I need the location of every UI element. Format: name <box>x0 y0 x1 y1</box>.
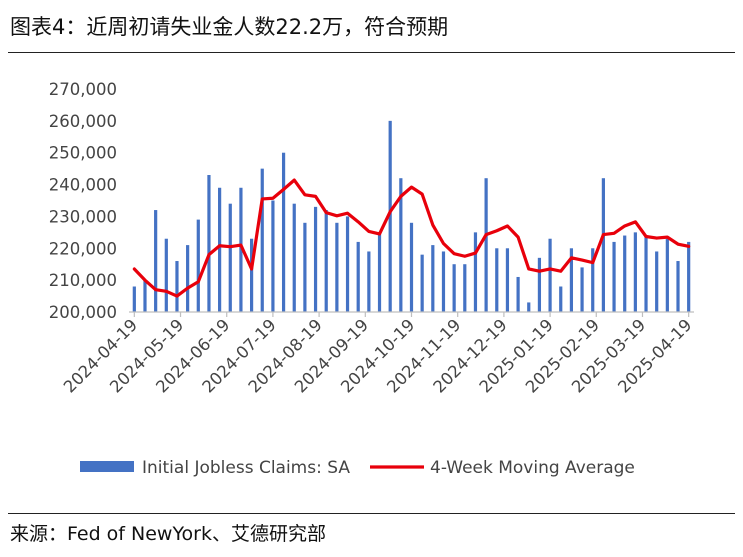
y-tick-label: 200,000 <box>49 303 117 322</box>
claims-bar <box>644 235 648 312</box>
source-note: 来源：Fed of NewYork、艾德研究部 <box>10 523 326 545</box>
claims-bar <box>569 248 574 312</box>
claims-bar <box>527 302 531 312</box>
legend-label-line: 4-Week Moving Average <box>430 458 635 478</box>
claims-bar <box>196 219 200 312</box>
claims-bar <box>463 264 467 312</box>
claims-bar <box>281 152 286 312</box>
claims-bar <box>249 238 254 312</box>
claims-bar <box>559 286 563 312</box>
claims-bar <box>154 210 158 312</box>
claims-bar <box>676 261 680 312</box>
claims-bar <box>601 178 605 312</box>
claims-bar <box>495 248 499 312</box>
title-divider <box>8 52 735 53</box>
claims-bar <box>431 245 435 312</box>
y-tick-label: 260,000 <box>49 112 117 131</box>
claims-bar <box>655 251 659 312</box>
claims-bar <box>335 222 339 312</box>
claims-bar <box>537 257 542 312</box>
claims-bar <box>207 175 211 312</box>
claims-bar <box>452 264 456 312</box>
claims-bar <box>313 206 318 312</box>
claims-bar <box>164 238 168 312</box>
moving-average-line-layer <box>132 178 691 298</box>
claims-bar <box>388 120 392 312</box>
claims-bar <box>186 245 190 312</box>
claims-bar <box>409 222 414 312</box>
page-title: 图表4：近周初请失业金人数22.2万，符合预期 <box>10 15 449 39</box>
claims-bar <box>441 251 446 312</box>
claims-bar <box>292 203 296 312</box>
claims-bar <box>356 241 360 312</box>
y-tick-label: 250,000 <box>49 144 117 163</box>
claims-bar <box>367 251 371 312</box>
moving-average-line <box>132 178 691 298</box>
claims-bar <box>345 216 350 312</box>
axes <box>129 311 694 317</box>
claims-bar <box>303 222 307 312</box>
y-tick-label: 210,000 <box>49 271 117 290</box>
claims-bar <box>633 232 637 312</box>
claims-bar <box>324 210 328 312</box>
y-tick-label: 240,000 <box>49 176 117 195</box>
claims-bar <box>228 203 232 312</box>
y-tick-label: 270,000 <box>49 80 117 99</box>
claims-bar <box>484 178 488 312</box>
claims-bar <box>260 168 264 312</box>
y-tick-label: 220,000 <box>49 239 117 258</box>
claims-bar <box>399 178 403 312</box>
claims-bar <box>580 267 584 312</box>
claims-bar <box>218 187 222 312</box>
claims-bar <box>623 235 627 312</box>
claims-bar <box>143 280 147 312</box>
y-tick-label: 230,000 <box>49 207 117 226</box>
claims-bar <box>591 248 595 312</box>
claims-bar <box>505 248 510 312</box>
claims-bar <box>665 238 669 312</box>
x-axis-tick-labels: 2024-04-192024-05-192024-06-192024-07-19… <box>60 315 696 396</box>
claims-bar <box>548 238 552 312</box>
claims-bar <box>377 232 382 312</box>
claims-bar <box>420 254 424 312</box>
claims-bar <box>239 187 243 312</box>
y-axis-tick-labels: 200,000 210,000 220,000 230,000 240,000 250,0… <box>49 80 117 322</box>
claims-bars <box>132 120 691 312</box>
claims-bar <box>612 241 616 312</box>
claims-bar <box>516 276 520 312</box>
claims-bar <box>473 232 478 312</box>
chart-legend: Initial Jobless Claims: SA 4-Week Moving… <box>80 458 635 478</box>
claims-bar <box>132 286 136 312</box>
legend-label-bars: Initial Jobless Claims: SA <box>142 458 350 478</box>
jobless-claims-chart: 200,000 210,000 220,000 230,000 240,000 250,0… <box>49 80 696 478</box>
claims-bar <box>687 241 691 312</box>
legend-swatch-bars <box>80 461 134 472</box>
claims-bar <box>271 200 275 312</box>
claims-bar <box>175 261 179 312</box>
source-divider <box>8 513 735 514</box>
